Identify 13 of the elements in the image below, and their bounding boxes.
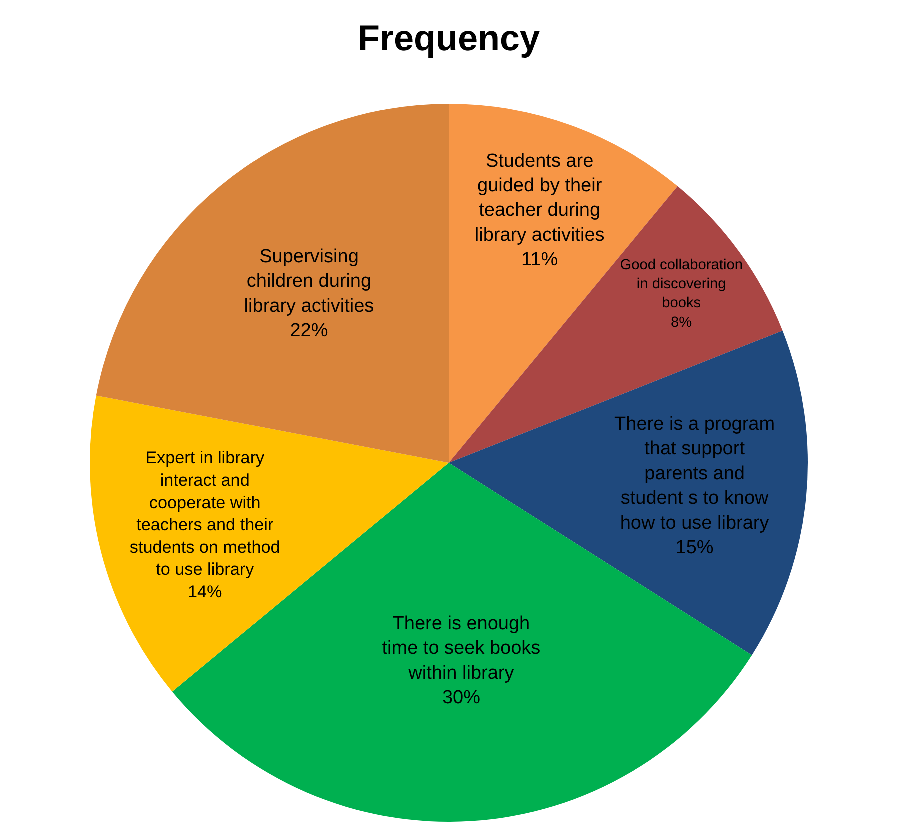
slice-label: There is a program that support parents and student s to know how to use library bbox=[614, 414, 776, 534]
data-label: 11% bbox=[522, 250, 558, 271]
data-label: 14% bbox=[188, 581, 222, 602]
slice-label: Expert in library interact and cooperate with teachers and their students on method to use library bbox=[130, 448, 280, 580]
data-label: 8% bbox=[671, 314, 692, 331]
slice-label: Students are guided by their teacher during library activities bbox=[474, 150, 605, 246]
slice-label: Good collaboration in discovering books bbox=[620, 258, 743, 312]
slice-label: There is enough time to seek books within library bbox=[382, 614, 541, 684]
slice-label: Supervising children during library activities bbox=[244, 246, 374, 317]
data-label: 15% bbox=[676, 537, 714, 558]
data-label: 22% bbox=[290, 320, 328, 342]
data-label: 30% bbox=[442, 688, 481, 709]
chart-title: Frequency bbox=[358, 17, 540, 58]
